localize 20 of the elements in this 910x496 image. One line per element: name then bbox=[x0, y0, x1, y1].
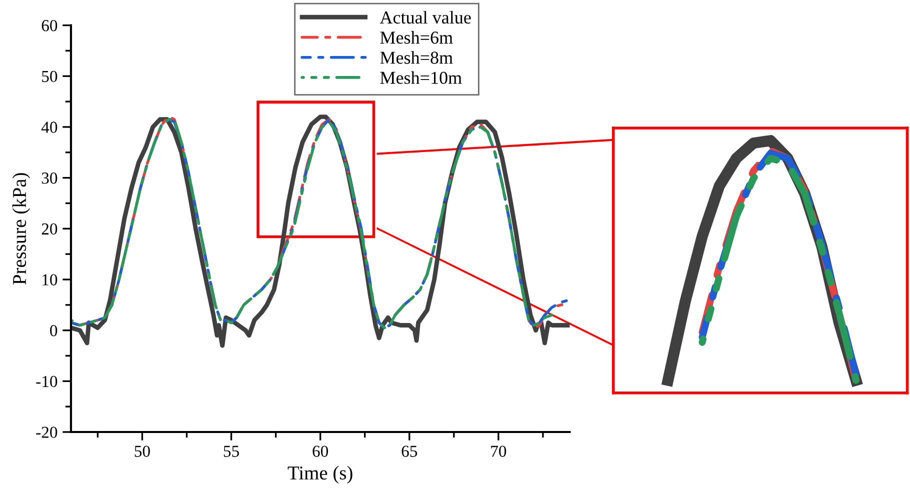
x-axis-title: Time (s) bbox=[288, 466, 352, 484]
y-tick-label: 0 bbox=[50, 325, 58, 336]
x-tick-label: 55 bbox=[224, 446, 239, 457]
y-tick-label: 10 bbox=[42, 274, 58, 286]
x-tick-label: 60 bbox=[312, 446, 328, 457]
y-tick-label: -20 bbox=[36, 426, 58, 438]
y-tick-label: 20 bbox=[42, 223, 58, 235]
x-tick-label: 65 bbox=[402, 446, 418, 457]
x-tick-label: 70 bbox=[491, 446, 506, 457]
legend-label: Mesh=8m bbox=[380, 51, 453, 64]
x-tick-label: 50 bbox=[134, 446, 150, 457]
legend-label: Mesh=10m bbox=[380, 71, 462, 84]
legend-label: Mesh=6m bbox=[380, 31, 453, 44]
y-tick-label: 60 bbox=[42, 20, 58, 32]
y-axis-title: Pressure (kPa) bbox=[12, 173, 30, 285]
y-tick-label: 30 bbox=[42, 172, 58, 184]
y-tick-label: -10 bbox=[36, 376, 58, 388]
y-tick-label: 40 bbox=[41, 122, 58, 133]
y-tick-label: 50 bbox=[42, 70, 58, 82]
legend-label: Actual value bbox=[380, 10, 471, 24]
